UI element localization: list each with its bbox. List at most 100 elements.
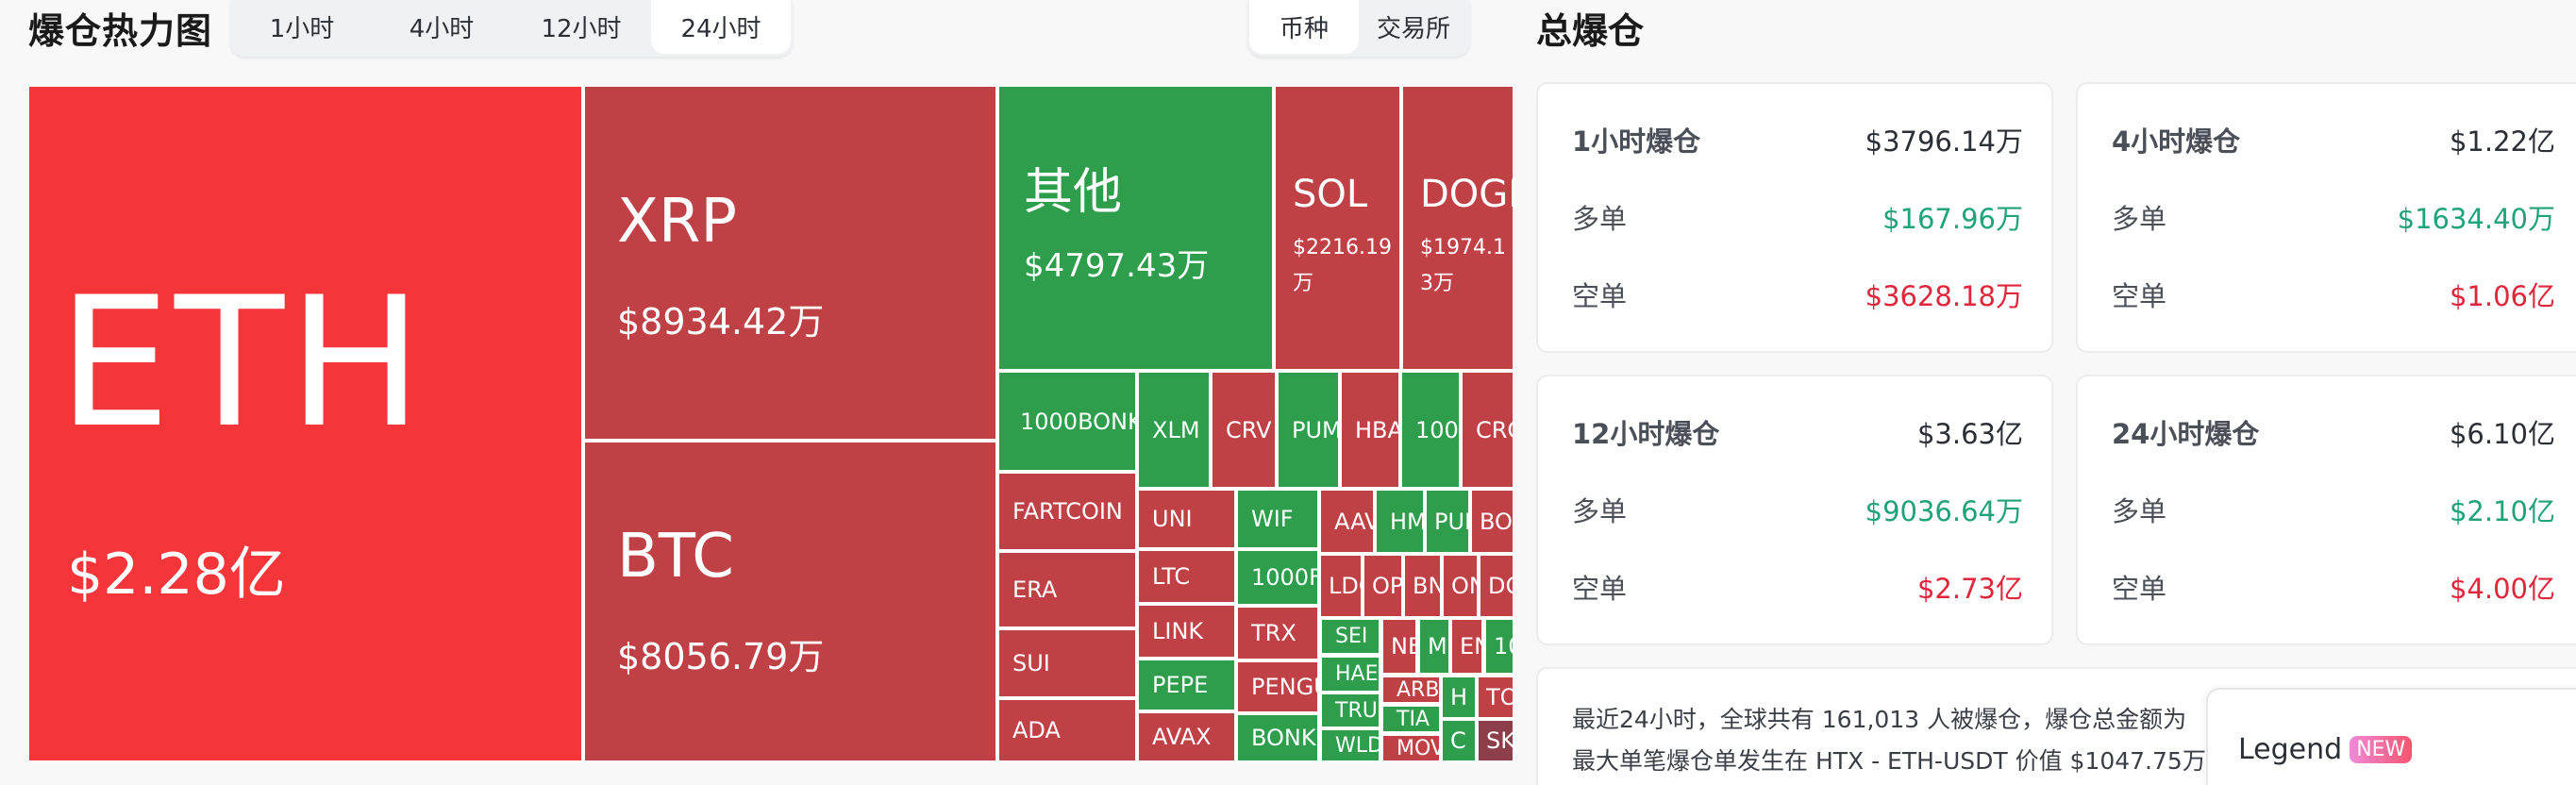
liquidation-treemap: ETH $2.28亿 XRP $8934.42万 BTC $8056.79万 其他 $4797… <box>29 87 1514 762</box>
long-label: 多单 <box>1572 203 1628 235</box>
tile-symbol: AAVE <box>1334 508 1373 535</box>
treemap-tile-sol[interactable]: SOL $2216.19万 <box>1276 87 1401 371</box>
treemap-tile-ldo[interactable]: LDO <box>1321 556 1363 618</box>
short-label: 空单 <box>2112 280 2167 312</box>
long-amount: $167.96万 <box>1882 203 2023 235</box>
tile-symbol: ARB <box>1397 677 1440 702</box>
tile-symbol: LDO <box>1329 573 1361 599</box>
time-range-tabs: 1小时 4小时 12小时 24小时 <box>230 0 793 57</box>
treemap-tile-btc[interactable]: BTC $8056.79万 <box>585 443 997 762</box>
treemap-tile-1000sats[interactable]: 1000SATS <box>1486 620 1514 675</box>
tab-1h[interactable]: 1小时 <box>269 15 335 43</box>
tile-value: $8056.79万 <box>617 636 825 677</box>
treemap-tile-pundix[interactable]: PUNDIX <box>1427 491 1470 554</box>
treemap-tile-trx[interactable]: TRX <box>1238 608 1319 660</box>
treemap-tile-ena[interactable]: ENA <box>1452 620 1483 675</box>
stat-card-4h: 4小时爆仓 $1.22亿 多单 $1634.40万 空单 $1.06亿 <box>2076 82 2576 353</box>
tab-24h[interactable]: 24小时 <box>651 0 791 54</box>
treemap-tile-haedal[interactable]: HAEDAL <box>1322 658 1380 693</box>
tile-symbol: SUI <box>1012 650 1050 676</box>
tile-symbol: PEPE <box>1152 672 1209 698</box>
treemap-tile-pengu[interactable]: PENGU <box>1238 662 1319 713</box>
treemap-tile-wld[interactable]: WLD <box>1322 730 1380 762</box>
treemap-tile-hbar[interactable]: HBAR <box>1342 373 1400 489</box>
tile-symbol: TON <box>1486 684 1513 710</box>
treemap-tile-skl[interactable]: SKL <box>1479 721 1514 762</box>
legend-label: Legend <box>2238 733 2343 766</box>
treemap-tile-moodeng[interactable]: MOODENG <box>1420 620 1450 675</box>
treemap-tile-hmstr[interactable]: HMSTR <box>1377 491 1425 554</box>
treemap-tile-xlm[interactable]: XLM <box>1139 373 1211 489</box>
treemap-tile-avax[interactable]: AVAX <box>1139 713 1236 762</box>
tile-symbol: HBAR <box>1355 416 1398 443</box>
tile-symbol: PUNDIX <box>1434 508 1468 535</box>
group-by-tabs: 币种 交易所 <box>1247 0 1470 57</box>
tile-symbol: LINK <box>1152 618 1204 644</box>
tile-symbol: ADA <box>1012 717 1061 743</box>
treemap-tile-wif[interactable]: WIF <box>1238 491 1319 549</box>
treemap-tile-era[interactable]: ERA <box>999 553 1137 628</box>
tile-symbol: NEAR <box>1391 633 1415 660</box>
treemap-tile-bome[interactable]: BOME <box>1472 491 1514 554</box>
treemap-tile-h[interactable]: H <box>1443 677 1477 719</box>
treemap-tile-1000[interactable]: 1000 <box>1402 373 1461 489</box>
treemap-tile-ton[interactable]: TON <box>1479 677 1514 719</box>
treemap-tile-sui[interactable]: SUI <box>999 630 1137 698</box>
tab-12h[interactable]: 12小时 <box>541 15 622 43</box>
treemap-tile-near[interactable]: NEAR <box>1383 620 1417 675</box>
tab-by-exchange[interactable]: 交易所 <box>1376 15 1450 43</box>
tile-symbol: DOGE <box>1420 173 1513 216</box>
tile-symbol: ETH <box>58 259 427 467</box>
tile-symbol: PENGU <box>1251 674 1317 700</box>
tab-by-coin[interactable]: 币种 <box>1249 0 1359 54</box>
tile-symbol: BNB <box>1413 573 1440 599</box>
total-liquidation-title: 总爆仓 <box>1536 10 1645 52</box>
treemap-tile-ltc[interactable]: LTC <box>1139 551 1236 604</box>
treemap-tile-link[interactable]: LINK <box>1139 606 1236 659</box>
treemap-tile-move[interactable]: MOVE <box>1383 736 1441 762</box>
treemap-tile-dot[interactable]: DOT <box>1480 556 1514 618</box>
tile-symbol: HMSTR <box>1390 508 1425 535</box>
long-label: 多单 <box>2112 203 2167 235</box>
tile-symbol: TRUMP <box>1335 698 1379 723</box>
tile-value: $1974.13万 <box>1420 236 1506 295</box>
treemap-tile-xrp[interactable]: XRP $8934.42万 <box>585 87 997 441</box>
treemap-tile-其他[interactable]: 其他 $4797.43万 <box>999 87 1274 371</box>
treemap-tile-uni[interactable]: UNI <box>1139 491 1236 549</box>
treemap-tile-eth[interactable]: ETH $2.28亿 <box>29 87 583 762</box>
treemap-tile-fartcoin[interactable]: FARTCOIN <box>999 474 1137 551</box>
treemap-tile-pump[interactable]: PUMP <box>1279 373 1340 489</box>
treemap-tile-crv[interactable]: CRV <box>1213 373 1277 489</box>
tile-value: $4797.43万 <box>1024 247 1210 285</box>
treemap-tile-trump[interactable]: TRUMP <box>1322 694 1380 728</box>
tile-symbol: H <box>1450 684 1468 710</box>
treemap-tile-arb[interactable]: ARB <box>1383 677 1441 704</box>
tab-4h[interactable]: 4小时 <box>409 15 475 43</box>
heatmap-title: 爆仓热力图 <box>28 10 213 52</box>
tile-symbol: DOT <box>1488 573 1513 599</box>
tile-symbol: MOODENG <box>1428 633 1448 660</box>
treemap-tile-op[interactable]: OP <box>1364 556 1403 618</box>
new-badge: NEW <box>2350 736 2413 763</box>
treemap-tile-pepe[interactable]: PEPE <box>1139 660 1236 711</box>
treemap-tile-c[interactable]: C <box>1443 721 1477 762</box>
short-amount: $2.73亿 <box>1916 573 2023 605</box>
treemap-tile-cro[interactable]: CRO <box>1463 373 1514 489</box>
treemap-tile-ondo[interactable]: ONDO <box>1444 556 1479 618</box>
legend-popup[interactable]: Legend NEW <box>2206 688 2576 785</box>
tile-symbol: 1000BONK <box>1020 408 1137 435</box>
treemap-tile-aave[interactable]: AAVE <box>1321 491 1375 554</box>
treemap-tile-tia[interactable]: TIA <box>1383 707 1441 733</box>
short-amount: $1.06亿 <box>2449 280 2555 312</box>
stat-card-24h: 24小时爆仓 $6.10亿 多单 $2.10亿 空单 $4.00亿 <box>2076 375 2576 645</box>
treemap-tile-doge[interactable]: DOGE $1974.13万 <box>1403 87 1514 371</box>
tile-symbol: FARTCOIN <box>1012 498 1123 525</box>
treemap-tile-ada[interactable]: ADA <box>999 700 1137 762</box>
tile-value: $8934.42万 <box>617 301 825 342</box>
tile-symbol: PUMP <box>1292 416 1340 443</box>
treemap-tile-1000bonk[interactable]: 1000BONK <box>999 373 1137 472</box>
treemap-tile-sei[interactable]: SEI <box>1322 620 1380 655</box>
treemap-tile-1000floki[interactable]: 1000FLOKI <box>1238 551 1319 606</box>
treemap-tile-bnb[interactable]: BNB <box>1405 556 1442 618</box>
treemap-tile-bonk[interactable]: BONK <box>1238 715 1319 762</box>
